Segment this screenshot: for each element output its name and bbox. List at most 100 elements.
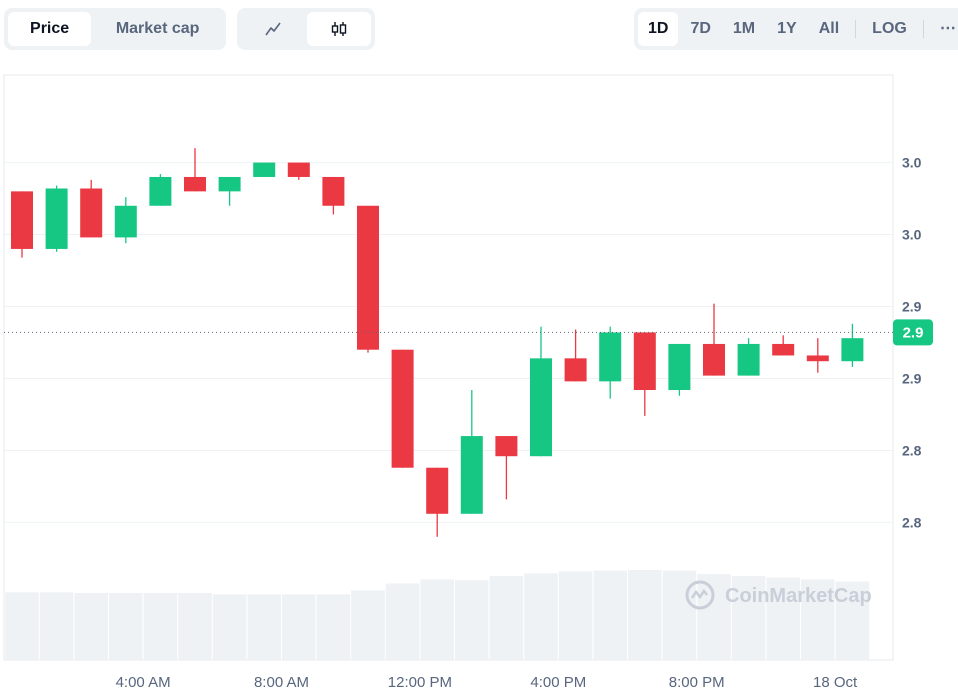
volume-bar: [593, 570, 627, 660]
candle-up: [530, 326, 552, 457]
candle-body: [322, 176, 345, 206]
candle-body: [426, 467, 449, 514]
line-chart-button[interactable]: [241, 12, 305, 46]
candle-body: [391, 349, 414, 468]
volume-bar: [628, 570, 662, 660]
watermark: CoinMarketCap: [685, 580, 872, 610]
x-tick-label: 4:00 PM: [530, 674, 586, 691]
range-all[interactable]: All: [818, 20, 840, 37]
candle-body: [495, 436, 518, 457]
volume-bar: [801, 579, 835, 660]
candle-body: [184, 176, 206, 192]
volume-bar: [455, 580, 489, 660]
candle-down: [80, 179, 103, 238]
volume-bar: [316, 594, 351, 660]
chart-type-group: [237, 8, 375, 50]
x-tick-label: 8:00 PM: [669, 674, 725, 691]
volume-bar: [143, 593, 178, 660]
candle-down: [703, 303, 725, 376]
candle-body: [114, 205, 137, 238]
candle-body: [287, 162, 310, 177]
candle-body: [357, 205, 379, 350]
volume-bars: [5, 570, 870, 660]
price-chart[interactable]: 3.0 3.0 2.9 2.9 2.8 2.8 4:00 AM 8:00 AM 12:00 P…: [0, 70, 958, 694]
volume-bar: [282, 594, 316, 660]
candle-body: [772, 343, 795, 356]
last-price-label: 2.9: [903, 324, 924, 341]
volume-bar: [74, 593, 108, 660]
range-group: 1D 7D 1M 1Y All LOG ⋯: [634, 8, 958, 50]
candle-up: [114, 197, 137, 244]
candle-up: [599, 326, 622, 399]
candle-up: [460, 390, 483, 514]
candle-down: [633, 332, 656, 416]
candlestick-icon: [331, 22, 347, 36]
candle-up: [737, 338, 760, 376]
chart-grid: [3, 74, 894, 661]
last-price-badge: [893, 319, 933, 346]
candle-body: [841, 338, 864, 362]
candle-down: [391, 349, 414, 468]
candle-body: [11, 191, 33, 249]
volume-bar: [39, 592, 74, 660]
candle-up: [149, 174, 172, 206]
candle-body: [253, 162, 276, 177]
candle-down: [564, 329, 587, 382]
range-1m[interactable]: 1M: [732, 20, 756, 37]
candle-body: [218, 176, 241, 192]
volume-bar: [766, 577, 800, 660]
candle-body: [80, 188, 103, 238]
candle-body: [599, 332, 622, 382]
x-tick-label: 18 Oct: [813, 674, 858, 691]
candlestick-button[interactable]: [307, 12, 371, 46]
line-chart-icon: [265, 22, 281, 36]
y-tick-label: 2.9: [902, 370, 922, 386]
volume-bar: [524, 573, 558, 660]
y-tick-label: 2.8: [902, 514, 922, 530]
candle-body: [668, 343, 691, 390]
tab-market-cap[interactable]: Market cap: [115, 20, 200, 37]
candle-down: [357, 205, 379, 353]
candle-down: [184, 148, 206, 192]
toolbar-divider: [855, 20, 857, 38]
volume-bar: [835, 581, 870, 660]
volume-bar: [697, 574, 731, 660]
y-tick-label: 3.0: [902, 155, 922, 171]
candle-body: [737, 343, 760, 376]
candle-body: [45, 188, 68, 249]
toolbar-divider: [922, 20, 924, 38]
candle-up: [253, 162, 276, 177]
y-tick-label: 3.0: [902, 227, 922, 243]
range-1d[interactable]: 1D: [638, 12, 679, 46]
volume-bar: [5, 592, 39, 660]
range-7d[interactable]: 7D: [690, 20, 711, 37]
candle-down: [322, 176, 345, 215]
y-tick-label: 2.8: [902, 442, 922, 458]
x-tick-label: 12:00 PM: [388, 674, 452, 691]
candle-body: [564, 358, 587, 382]
candle-up: [218, 176, 241, 206]
log-scale-toggle[interactable]: LOG: [872, 20, 907, 37]
volume-bar: [731, 576, 766, 660]
metric-tab-group: Price Market cap: [4, 8, 226, 50]
volume-bar: [420, 579, 454, 660]
volume-bar: [178, 593, 212, 660]
volume-bar: [247, 594, 281, 660]
volume-bar: [212, 594, 247, 660]
y-tick-label: 2.9: [902, 299, 922, 315]
volume-bar: [351, 590, 385, 660]
more-icon[interactable]: ⋯: [939, 20, 956, 37]
candle-down: [495, 436, 518, 500]
volume-bar: [385, 583, 420, 660]
coinmarketcap-logo-icon: [685, 580, 715, 610]
tab-price[interactable]: Price: [8, 12, 92, 46]
candle-body: [806, 355, 829, 362]
volume-bar: [489, 576, 524, 660]
candle-down: [806, 338, 829, 373]
candle-down: [426, 467, 449, 537]
candle-body: [703, 343, 725, 376]
volume-bar: [109, 593, 143, 660]
x-axis: 4:00 AM 8:00 AM 12:00 PM 4:00 PM 8:00 PM 18 O…: [116, 674, 858, 691]
watermark-text: CoinMarketCap: [725, 585, 872, 607]
range-1y[interactable]: 1Y: [777, 20, 797, 37]
